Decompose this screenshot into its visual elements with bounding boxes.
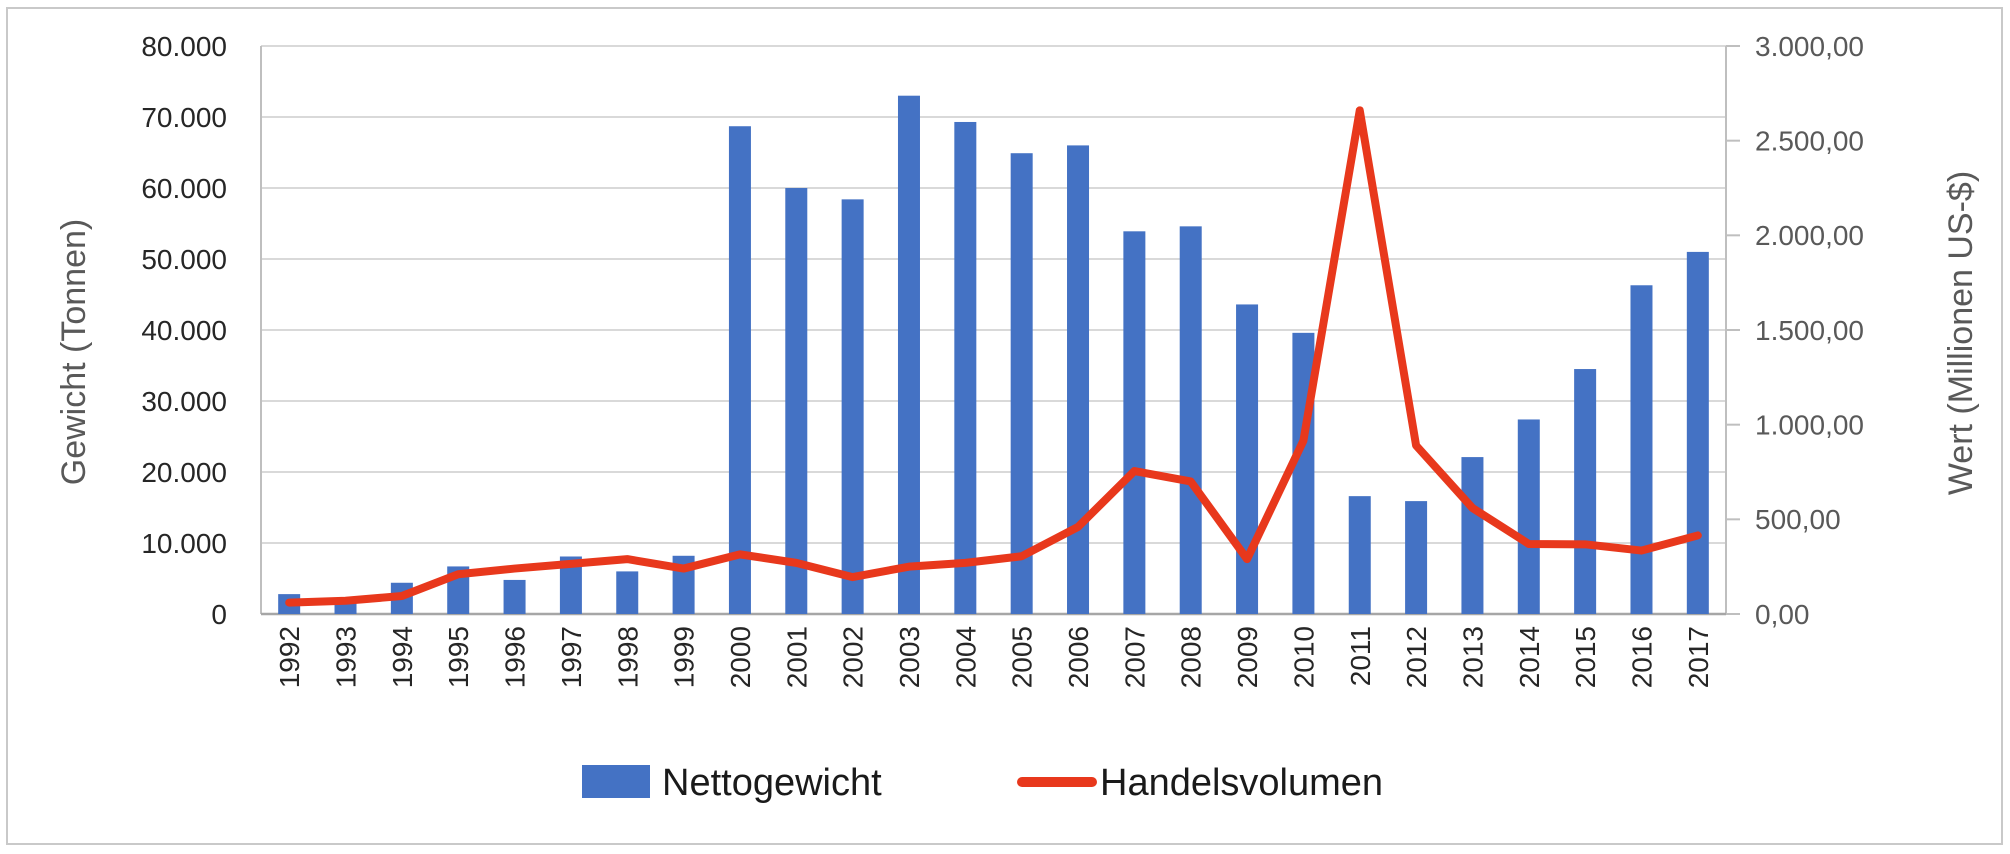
bar: [1179, 226, 1202, 614]
legend-label-handelsvolumen: Handelsvolumen: [1100, 762, 1383, 804]
bar: [841, 199, 864, 615]
bar: [954, 121, 977, 614]
y-left-tick-label: 10.000: [141, 528, 227, 559]
y-right-tick-label: 500,00: [1755, 504, 1841, 535]
right-axis-title: Wert (Millionen US-$): [1942, 171, 1980, 495]
y-right-tick-label: 1.500,00: [1755, 315, 1864, 346]
x-tick-label: 2005: [1007, 626, 1038, 688]
y-left-tick-label: 60.000: [141, 173, 227, 204]
bar: [1630, 285, 1653, 614]
legend-label-nettogewicht: Nettogewicht: [662, 762, 882, 804]
x-tick-label: 2010: [1288, 626, 1319, 688]
x-tick-label: 1994: [387, 626, 418, 688]
x-tick-label: 2006: [1063, 626, 1094, 688]
bar: [1686, 251, 1709, 614]
y-right-tick-label: 2.000,00: [1755, 220, 1864, 251]
y-right-tick-label: 2.500,00: [1755, 125, 1864, 156]
x-tick-label: 1992: [274, 626, 305, 688]
x-tick-label: 1998: [612, 626, 643, 688]
bar: [1461, 457, 1484, 614]
x-tick-label: 2012: [1401, 626, 1432, 688]
x-tick-label: 2011: [1345, 626, 1376, 686]
x-tick-label: 1997: [556, 626, 587, 688]
trend-line: [285, 106, 1702, 607]
x-tick-label: 2015: [1570, 626, 1601, 688]
x-tick-label: 2002: [838, 626, 869, 688]
x-tick-label: 2003: [894, 626, 925, 688]
y-left-tick-label: 20.000: [141, 457, 227, 488]
y-left-tick-label: 80.000: [141, 31, 227, 62]
y-left-tick-label: 70.000: [141, 102, 227, 133]
bar: [1123, 231, 1146, 614]
bar: [616, 571, 639, 614]
bar: [728, 126, 751, 614]
y-right-tick-label: 0,00: [1755, 599, 1810, 630]
x-tick-label: 2017: [1683, 626, 1714, 688]
bar: [503, 579, 526, 614]
bar: [1010, 153, 1033, 614]
y-left-tick-label: 50.000: [141, 244, 227, 275]
x-tick-label: 1996: [500, 626, 531, 688]
bar: [1067, 145, 1090, 614]
y-left-tick-label: 40.000: [141, 315, 227, 346]
x-tick-label: 2009: [1232, 626, 1263, 688]
x-tick-label: 2004: [950, 626, 981, 688]
x-tick-label: 2007: [1119, 626, 1150, 688]
bar: [1517, 419, 1540, 614]
left-axis-title: Gewicht (Tonnen): [55, 219, 93, 485]
bar: [559, 556, 582, 614]
bar: [1348, 496, 1371, 614]
y-right-tick-label: 3.000,00: [1755, 31, 1864, 62]
x-tick-label: 2014: [1514, 626, 1545, 688]
bar: [1405, 501, 1428, 614]
x-tick-label: 2016: [1626, 626, 1657, 688]
x-tick-label: 1999: [669, 626, 700, 688]
x-tick-label: 1993: [331, 626, 362, 688]
x-tick-label: 2008: [1176, 626, 1207, 688]
x-tick-label: 2013: [1457, 626, 1488, 688]
chart-outer-border: [6, 7, 2003, 845]
x-tick-label: 1995: [443, 626, 474, 688]
bar: [1574, 369, 1597, 614]
bar: [785, 188, 808, 614]
y-left-tick-label: 30.000: [141, 386, 227, 417]
y-right-tick-label: 1.000,00: [1755, 409, 1864, 440]
bar: [897, 95, 920, 614]
x-tick-label: 2000: [725, 626, 756, 688]
y-left-tick-label: 0: [211, 599, 227, 630]
bar: [1236, 304, 1259, 614]
legend-swatch-nettogewicht: [582, 765, 650, 798]
x-tick-label: 2001: [781, 626, 812, 688]
